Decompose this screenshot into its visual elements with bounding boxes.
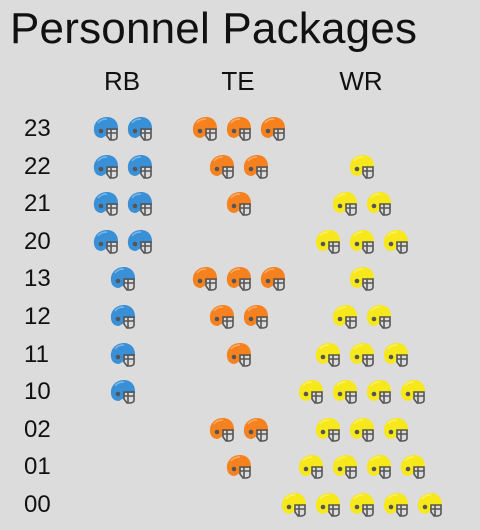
column-header-rb: RB: [103, 66, 141, 96]
rb-helmet-icon: [90, 114, 120, 144]
wr-helmet-icon: [380, 415, 410, 445]
wr-helmet-icon: [329, 189, 359, 219]
wr-helmet-icon: [312, 415, 342, 445]
te-helmet-icon: [223, 189, 253, 219]
wr-helmet-icon: [380, 340, 410, 370]
page-title: Personnel Packages: [10, 4, 418, 53]
wr-helmet-icon: [346, 264, 376, 294]
wr-helmet-icon: [329, 302, 359, 332]
te-helmet-icon: [240, 415, 270, 445]
te-helmet-icon: [223, 452, 253, 482]
te-helmet-icon: [223, 340, 253, 370]
wr-helmet-icon: [397, 452, 427, 482]
wr-helmet-icon: [346, 340, 376, 370]
package-label: 23: [24, 115, 51, 142]
wr-helmet-icon: [346, 415, 376, 445]
te-helmet-icon: [257, 264, 287, 294]
rb-helmet-icon: [124, 114, 154, 144]
package-label: 11: [24, 340, 49, 368]
rb-helmet-icon: [90, 227, 120, 257]
rb-helmet-icon: [124, 189, 154, 219]
te-helmet-icon: [223, 114, 253, 144]
te-helmet-icon: [189, 114, 219, 144]
package-label: 01: [24, 453, 51, 481]
te-helmet-icon: [206, 302, 236, 332]
wr-helmet-icon: [414, 490, 444, 520]
rb-helmet-icon: [124, 152, 154, 182]
package-label: 12: [24, 303, 51, 330]
te-helmet-icon: [206, 152, 236, 182]
rb-helmet-icon: [90, 152, 120, 182]
package-label: 00: [24, 491, 51, 518]
rb-helmet-icon: [107, 377, 137, 407]
te-helmet-icon: [240, 302, 270, 332]
wr-helmet-icon: [329, 377, 359, 407]
package-label: 22: [24, 152, 51, 180]
wr-helmet-icon: [346, 490, 376, 520]
te-helmet-icon: [240, 152, 270, 182]
wr-helmet-icon: [397, 377, 427, 407]
wr-helmet-icon: [363, 189, 393, 219]
wr-helmet-icon: [346, 152, 376, 182]
te-helmet-icon: [223, 264, 253, 294]
wr-helmet-icon: [312, 490, 342, 520]
wr-helmet-icon: [278, 490, 308, 520]
wr-helmet-icon: [312, 227, 342, 257]
wr-helmet-icon: [363, 452, 393, 482]
wr-helmet-icon: [295, 452, 325, 482]
wr-helmet-icon: [380, 490, 410, 520]
te-helmet-icon: [206, 415, 236, 445]
rb-helmet-icon: [124, 227, 154, 257]
package-label: 02: [24, 415, 51, 443]
wr-helmet-icon: [363, 377, 393, 407]
package-label: 20: [24, 227, 51, 255]
wr-helmet-icon: [363, 302, 393, 332]
wr-helmet-icon: [380, 227, 410, 257]
column-header-te: TE: [221, 66, 255, 96]
rb-helmet-icon: [107, 264, 137, 294]
te-helmet-icon: [257, 114, 287, 144]
rb-helmet-icon: [90, 189, 120, 219]
wr-helmet-icon: [312, 340, 342, 370]
package-label: 21: [24, 190, 51, 218]
rb-helmet-icon: [107, 302, 137, 332]
wr-helmet-icon: [329, 452, 359, 482]
wr-helmet-icon: [346, 227, 376, 257]
te-helmet-icon: [189, 264, 219, 294]
package-label: 10: [24, 378, 51, 406]
rb-helmet-icon: [107, 340, 137, 370]
package-label: 13: [24, 265, 51, 293]
wr-helmet-icon: [295, 377, 325, 407]
column-header-wr: WR: [339, 66, 383, 96]
